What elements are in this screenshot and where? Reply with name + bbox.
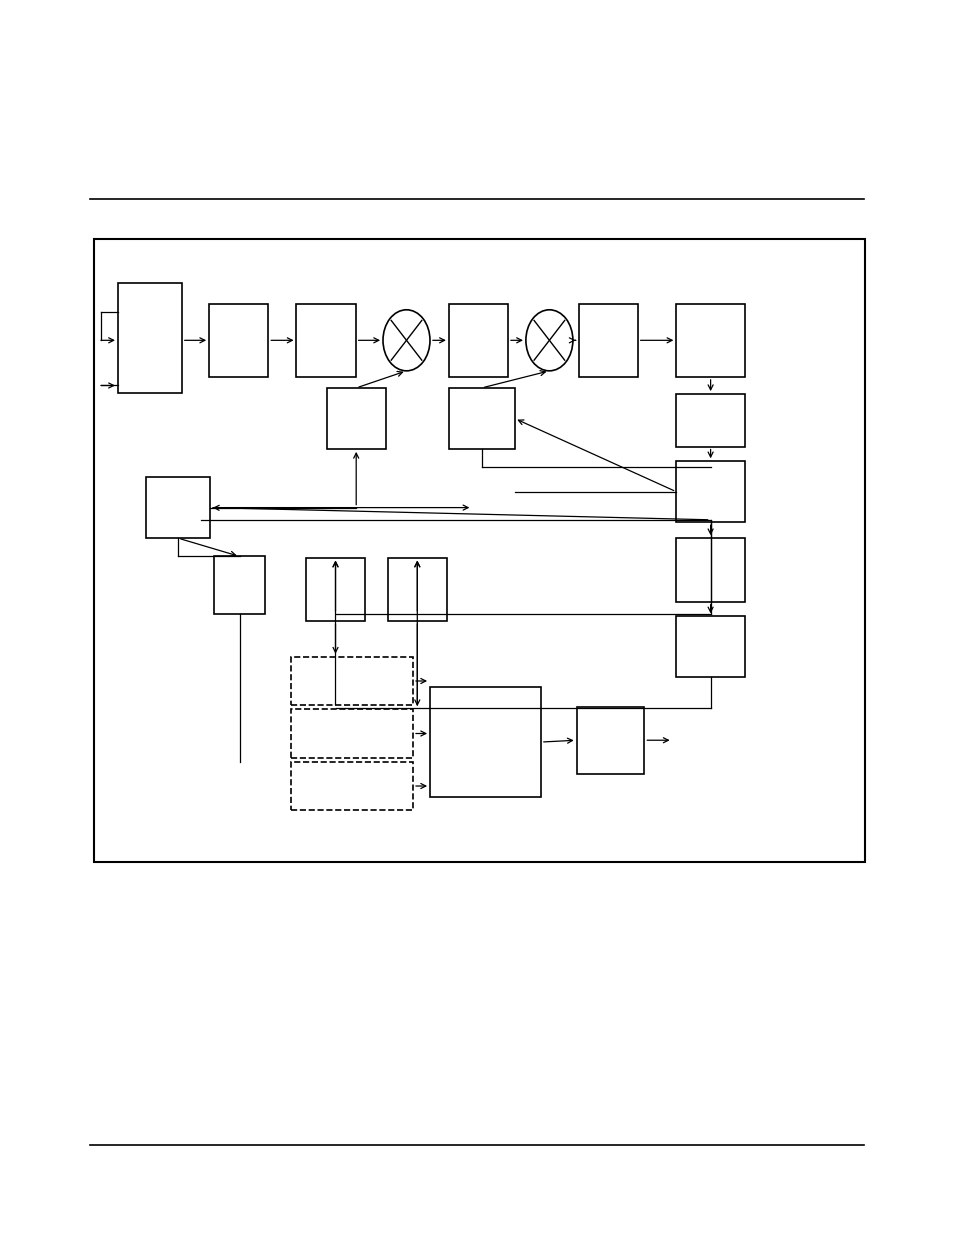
FancyBboxPatch shape	[430, 687, 540, 797]
FancyBboxPatch shape	[209, 304, 268, 377]
FancyBboxPatch shape	[291, 657, 413, 705]
FancyBboxPatch shape	[291, 762, 413, 810]
FancyBboxPatch shape	[387, 558, 446, 621]
FancyBboxPatch shape	[146, 477, 210, 538]
FancyBboxPatch shape	[676, 304, 744, 377]
FancyBboxPatch shape	[118, 283, 182, 393]
FancyBboxPatch shape	[326, 388, 385, 450]
FancyBboxPatch shape	[676, 461, 744, 522]
FancyBboxPatch shape	[676, 394, 744, 447]
FancyBboxPatch shape	[291, 709, 413, 758]
FancyBboxPatch shape	[296, 304, 355, 377]
FancyBboxPatch shape	[676, 538, 744, 601]
FancyBboxPatch shape	[94, 238, 864, 862]
FancyBboxPatch shape	[306, 558, 365, 621]
FancyBboxPatch shape	[576, 706, 643, 774]
FancyBboxPatch shape	[213, 557, 265, 614]
FancyBboxPatch shape	[578, 304, 638, 377]
FancyBboxPatch shape	[448, 388, 514, 450]
FancyBboxPatch shape	[448, 304, 508, 377]
FancyBboxPatch shape	[676, 616, 744, 677]
